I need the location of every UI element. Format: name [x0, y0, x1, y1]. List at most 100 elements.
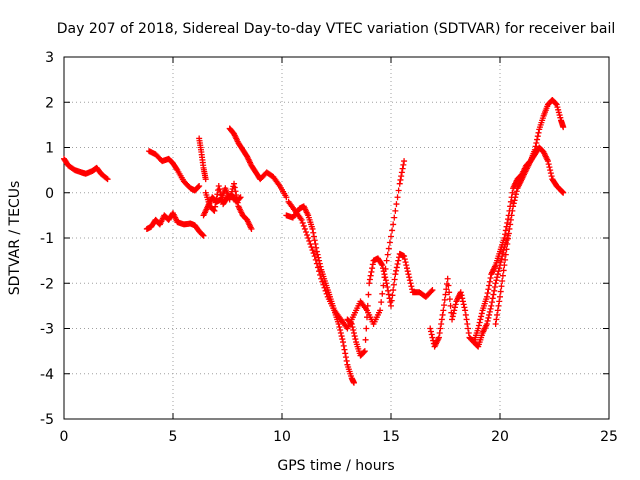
data-point: [408, 283, 415, 290]
y-tick-label: 1: [45, 141, 54, 157]
series-0: [61, 155, 111, 183]
series-10: [427, 230, 512, 350]
data-point: [513, 188, 520, 195]
data-point: [173, 165, 180, 172]
data-point: [406, 274, 413, 281]
data-point: [504, 235, 511, 242]
data-point: [493, 277, 500, 284]
data-point: [312, 241, 319, 248]
data-point: [485, 286, 492, 293]
data-point: [364, 302, 371, 309]
data-point: [365, 291, 372, 298]
data-point: [200, 232, 207, 239]
series-9: [344, 250, 436, 359]
data-point: [451, 307, 458, 314]
data-point: [427, 325, 434, 332]
data-point: [352, 336, 359, 343]
data-point: [317, 271, 324, 278]
data-point: [300, 222, 307, 229]
data-point: [308, 244, 315, 251]
data-point: [314, 264, 321, 271]
data-point: [487, 274, 494, 281]
data-point: [531, 146, 538, 153]
data-point: [462, 307, 469, 314]
series-3: [143, 210, 207, 239]
data-point: [458, 292, 465, 299]
data-point: [380, 282, 387, 289]
data-point: [457, 289, 464, 296]
data-point: [382, 277, 389, 284]
data-point: [501, 262, 508, 269]
data-point: [399, 165, 406, 172]
data-point: [486, 311, 493, 318]
data-point: [304, 231, 311, 238]
data-point: [215, 182, 222, 189]
data-point: [383, 280, 390, 287]
data-point: [103, 175, 110, 182]
data-point: [489, 299, 496, 306]
data-point: [477, 316, 484, 323]
data-point: [394, 261, 401, 268]
data-point: [390, 287, 397, 294]
data-point: [497, 293, 503, 300]
data-point: [390, 221, 397, 228]
data-point: [216, 185, 223, 192]
y-axis-label: SDTVAR / TECUs: [7, 181, 23, 296]
data-point: [348, 320, 355, 327]
data-point: [476, 319, 483, 326]
data-point: [449, 316, 456, 323]
data-point: [322, 287, 329, 294]
data-point: [212, 199, 219, 206]
data-point: [552, 100, 559, 107]
data-point: [512, 191, 519, 198]
data-point: [560, 189, 567, 196]
data-point: [248, 225, 255, 232]
data-point: [316, 268, 323, 275]
data-point: [483, 320, 490, 327]
data-point: [532, 143, 539, 150]
data-point: [429, 334, 436, 341]
data-point: [393, 267, 400, 274]
data-point: [499, 272, 506, 279]
data-point: [386, 239, 393, 246]
data-point: [349, 323, 356, 330]
data-point: [494, 274, 501, 281]
data-point: [377, 307, 384, 314]
data-point: [483, 293, 490, 300]
data-point: [388, 233, 394, 240]
data-point: [104, 176, 111, 183]
data-point: [369, 265, 376, 272]
data-point: [406, 277, 413, 284]
data-point: [496, 298, 503, 305]
data-point: [231, 180, 238, 187]
data-point: [199, 231, 206, 238]
data-point: [232, 188, 239, 195]
data-point: [507, 216, 514, 223]
data-point: [316, 257, 323, 264]
data-point: [210, 207, 217, 214]
data-point: [378, 261, 385, 268]
data-point: [342, 350, 349, 357]
data-point: [401, 253, 408, 260]
data-point: [449, 313, 456, 320]
data-point: [547, 167, 554, 174]
data-point: [403, 265, 410, 272]
data-point: [495, 268, 502, 275]
data-point: [336, 323, 343, 330]
data-point: [342, 354, 349, 361]
data-point: [502, 256, 509, 263]
data-point: [452, 301, 459, 308]
data-point: [498, 256, 505, 263]
y-tick-label: -2: [40, 276, 54, 292]
y-tick-label: -3: [40, 322, 54, 338]
x-axis-label: GPS time / hours: [277, 458, 394, 474]
data-point: [533, 139, 540, 146]
data-point: [462, 311, 469, 318]
data-point: [384, 284, 391, 291]
data-point: [459, 295, 466, 302]
data-point: [361, 348, 368, 355]
data-point: [441, 296, 448, 303]
data-point: [435, 334, 442, 341]
data-point: [504, 216, 511, 223]
data-point: [505, 230, 512, 237]
